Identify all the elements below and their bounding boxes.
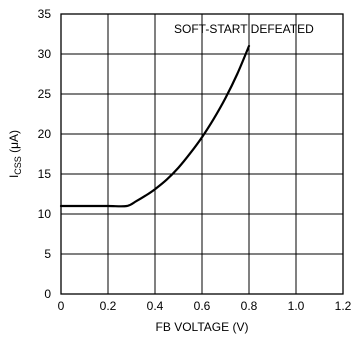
- y-tick-label: 15: [38, 167, 52, 181]
- x-tick-label: 0.2: [100, 299, 117, 313]
- y-axis-label: ICSS (μA): [7, 130, 23, 178]
- chart-annotation: SOFT-START DEFEATED: [174, 22, 314, 36]
- grid-lines: [61, 14, 343, 294]
- x-tick-label: 0.6: [194, 299, 211, 313]
- y-tick-label: 10: [38, 207, 52, 221]
- x-tick-label: 1.0: [288, 299, 305, 313]
- plot-frame: [60, 13, 344, 295]
- x-tick-labels: 0 0.2 0.4 0.6 0.8 1.0 1.2: [58, 299, 352, 313]
- series-line: [59, 44, 251, 208]
- y-tick-label: 20: [38, 127, 52, 141]
- y-tick-label: 5: [44, 247, 51, 261]
- y-axis-label-unit: (μA): [7, 130, 21, 156]
- y-axis-label-main: I: [7, 175, 21, 178]
- x-tick-label: 0.4: [147, 299, 164, 313]
- x-tick-label: 0: [58, 299, 65, 313]
- x-axis-label: FB VOLTAGE (V): [156, 320, 249, 334]
- x-tick-label: 0.8: [241, 299, 258, 313]
- y-axis-label-sub: CSS: [13, 156, 23, 175]
- y-tick-label: 25: [38, 87, 52, 101]
- x-tick-label: 1.2: [335, 299, 352, 313]
- y-tick-labels: 0 5 10 15 20 25 30 35: [38, 7, 52, 301]
- y-tick-label: 35: [38, 7, 52, 21]
- y-tick-label: 30: [38, 47, 52, 61]
- y-tick-label: 0: [44, 287, 51, 301]
